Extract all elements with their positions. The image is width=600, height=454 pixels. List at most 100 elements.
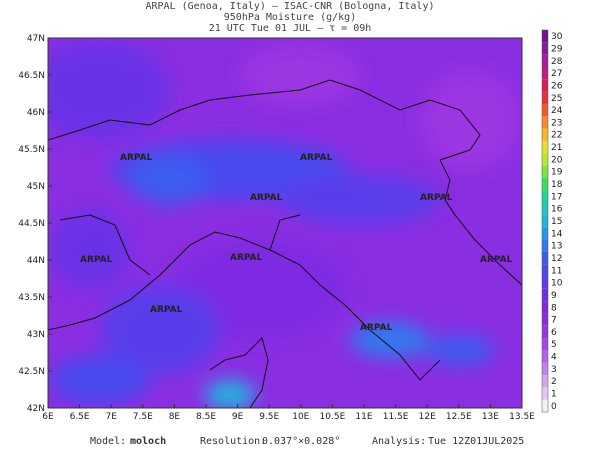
colorbar-swatch bbox=[542, 66, 548, 80]
watermark: ARPAL bbox=[420, 193, 453, 203]
colorbar-swatch bbox=[542, 140, 548, 154]
colorbar-label: 26 bbox=[551, 81, 563, 91]
lon-label: 12.5E bbox=[446, 412, 472, 422]
colorbar-label: 22 bbox=[551, 131, 562, 141]
watermark: ARPAL bbox=[230, 253, 263, 263]
colorbar-label: 5 bbox=[551, 340, 557, 350]
colorbar-label: 7 bbox=[551, 316, 557, 326]
colorbar-swatch bbox=[542, 288, 548, 302]
colorbar-swatch bbox=[542, 116, 548, 129]
colorbar-swatch bbox=[542, 79, 548, 92]
colorbar-label: 13 bbox=[551, 242, 562, 252]
colorbar-label: 30 bbox=[551, 32, 563, 42]
colorbar-swatch bbox=[542, 399, 548, 412]
colorbar-swatch bbox=[542, 301, 548, 314]
colorbar-label: 17 bbox=[551, 192, 562, 202]
lon-label: 9.5E bbox=[259, 412, 279, 422]
colorbar-label: 19 bbox=[551, 168, 563, 178]
lon-label: 13.5E bbox=[509, 412, 535, 422]
colorbar-swatch bbox=[542, 362, 548, 376]
colorbar-label: 20 bbox=[551, 155, 563, 165]
lat-label: 46.5N bbox=[18, 71, 45, 81]
colorbar-label: 3 bbox=[551, 365, 557, 375]
colorbar-swatch bbox=[542, 54, 548, 67]
colorbar-swatch bbox=[542, 264, 548, 277]
lat-label: 46N bbox=[27, 108, 45, 118]
map-field bbox=[48, 38, 522, 408]
header-line: 21 UTC Tue 01 JUL — τ = 09h bbox=[209, 23, 372, 34]
colorbar-swatch bbox=[542, 42, 548, 55]
colorbar-swatch bbox=[542, 239, 548, 252]
colorbar-swatch bbox=[542, 276, 548, 289]
colorbar-swatch bbox=[542, 338, 548, 351]
watermark: ARPAL bbox=[120, 153, 153, 163]
colorbar-swatch bbox=[542, 91, 548, 104]
colorbar-swatch bbox=[542, 190, 548, 203]
colorbar-label: 23 bbox=[551, 118, 562, 128]
lat-label: 44N bbox=[27, 256, 45, 266]
lon-label: 11.5E bbox=[383, 412, 409, 422]
lat-label: 43N bbox=[27, 330, 45, 340]
colorbar-label: 0 bbox=[551, 402, 557, 412]
lon-label: 7E bbox=[105, 412, 117, 422]
colorbar-swatch bbox=[542, 387, 548, 400]
colorbar-swatch bbox=[542, 325, 548, 339]
watermark: ARPAL bbox=[250, 193, 283, 203]
colorbar-swatch bbox=[542, 30, 548, 43]
lon-label: 8E bbox=[169, 412, 181, 422]
header-line: ARPAL (Genoa, Italy) — ISAC-CNR (Bologna… bbox=[146, 1, 435, 12]
colorbar-label: 28 bbox=[551, 57, 563, 67]
watermark: ARPAL bbox=[150, 305, 183, 315]
lat-label: 47N bbox=[27, 34, 45, 44]
lon-label: 10.5E bbox=[320, 412, 346, 422]
colorbar-swatch bbox=[542, 313, 548, 326]
colorbar-label: 12 bbox=[551, 254, 562, 264]
colorbar-label: 21 bbox=[551, 143, 562, 153]
colorbar-label: 29 bbox=[551, 44, 563, 54]
header-line: 950hPa Moisture (g/kg) bbox=[224, 12, 356, 23]
lat-label: 42.5N bbox=[18, 367, 45, 377]
footer-label: Resolution: bbox=[200, 436, 266, 447]
footer-value: 0.037°×0.028° bbox=[262, 436, 340, 447]
footer-value: moloch bbox=[130, 436, 166, 447]
colorbar-swatch bbox=[542, 177, 548, 191]
lon-label: 6E bbox=[42, 412, 54, 422]
colorbar-swatch bbox=[542, 251, 548, 265]
footer-label: Analysis: bbox=[372, 436, 426, 447]
colorbar-swatch bbox=[542, 202, 548, 215]
colorbar-label: 18 bbox=[551, 180, 563, 190]
lat-label: 45N bbox=[27, 182, 45, 192]
lat-label: 43.5N bbox=[18, 293, 45, 303]
lon-label: 12E bbox=[419, 412, 436, 422]
watermark: ARPAL bbox=[480, 255, 513, 265]
colorbar-swatch bbox=[542, 165, 548, 178]
colorbar-label: 10 bbox=[551, 279, 563, 289]
colorbar-swatch bbox=[542, 375, 548, 388]
colorbar-label: 14 bbox=[551, 229, 563, 239]
watermark: ARPAL bbox=[300, 153, 333, 163]
lon-label: 6.5E bbox=[70, 412, 90, 422]
colorbar-swatch bbox=[542, 214, 548, 228]
colorbar-frame bbox=[541, 29, 549, 413]
colorbar-swatch bbox=[542, 153, 548, 166]
colorbar-label: 6 bbox=[551, 328, 557, 338]
lon-label: 11E bbox=[355, 412, 372, 422]
footer-label: Model: bbox=[90, 436, 126, 447]
colorbar-label: 2 bbox=[551, 377, 557, 387]
colorbar-label: 8 bbox=[551, 303, 557, 313]
colorbar-label: 1 bbox=[551, 390, 557, 400]
watermark: ARPAL bbox=[360, 323, 393, 333]
colorbar-swatch bbox=[542, 103, 548, 117]
colorbar-swatch bbox=[542, 128, 548, 141]
colorbar-label: 11 bbox=[551, 266, 562, 276]
lon-label: 10E bbox=[292, 412, 309, 422]
colorbar-swatch bbox=[542, 227, 548, 240]
lon-label: 8.5E bbox=[196, 412, 216, 422]
lon-label: 9E bbox=[232, 412, 244, 422]
colorbar-label: 24 bbox=[551, 106, 563, 116]
lat-label: 44.5N bbox=[18, 219, 45, 229]
footer-value: Tue 12Z01JUL2025 bbox=[428, 436, 524, 447]
watermark: ARPAL bbox=[80, 255, 113, 265]
lat-label: 42N bbox=[27, 404, 45, 414]
